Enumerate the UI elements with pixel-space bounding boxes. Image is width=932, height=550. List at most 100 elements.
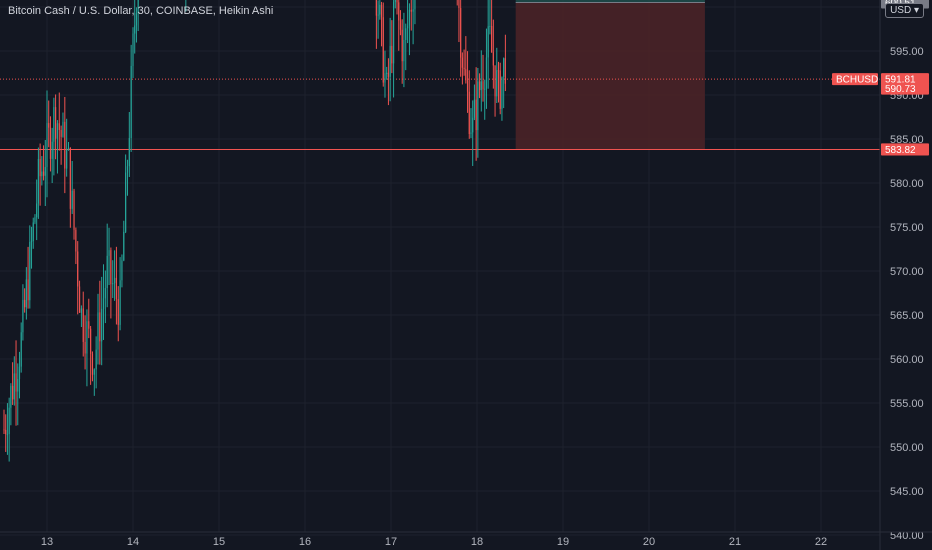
- candle-body: [132, 33, 134, 66]
- candle-body: [389, 45, 391, 77]
- candle-body: [121, 260, 123, 281]
- candle-body: [101, 308, 103, 342]
- candle-body: [104, 288, 106, 299]
- price-axis-tick-label: 565.00: [890, 310, 924, 322]
- candle-body: [125, 172, 127, 232]
- candle-body: [497, 70, 500, 72]
- candle-body: [410, 9, 412, 12]
- candle-body: [123, 231, 125, 261]
- candle-body: [470, 132, 472, 135]
- candle-body: [126, 166, 129, 173]
- currency-button[interactable]: USD ▾: [885, 3, 924, 18]
- price-tag: 583.82: [885, 145, 916, 156]
- time-axis-tick-label: 22: [815, 536, 827, 548]
- candle-body: [3, 429, 5, 431]
- candle-body: [73, 190, 75, 230]
- candle-body: [485, 57, 488, 89]
- candle-body: [115, 277, 118, 300]
- candle-body: [95, 349, 97, 370]
- candle-body: [25, 279, 27, 308]
- time-axis-tick-label: 17: [385, 536, 397, 548]
- candle-body: [62, 121, 64, 137]
- candle-body: [119, 280, 121, 325]
- candle-body: [93, 369, 95, 375]
- price-axis-tick-label: 595.00: [890, 46, 924, 58]
- price-axis-tick-label: 555.00: [890, 398, 924, 410]
- time-axis-tick-label: 16: [299, 536, 311, 548]
- candle-body: [461, 57, 463, 68]
- candle-body: [392, 1, 395, 64]
- candle-body: [396, 0, 398, 3]
- candle-body: [387, 72, 390, 77]
- candle-body: [41, 171, 43, 177]
- candle-body: [29, 241, 31, 301]
- candle-body: [60, 129, 62, 137]
- candle-body: [58, 123, 60, 130]
- candle-body: [504, 58, 506, 84]
- candle-body: [6, 434, 9, 436]
- price-axis-tick-label: 570.00: [890, 266, 924, 278]
- candle-body: [53, 107, 55, 142]
- candle-body: [34, 217, 36, 223]
- candle-body: [117, 299, 119, 325]
- candle-body: [82, 308, 84, 342]
- candle-body: [480, 81, 482, 91]
- time-axis-tick-label: 14: [127, 536, 139, 548]
- candle-body: [375, 0, 377, 16]
- candle-body: [86, 321, 88, 354]
- chevron-down-icon: ▾: [913, 5, 919, 16]
- candle-body: [501, 76, 503, 109]
- candle-body: [30, 240, 33, 242]
- last-price-tag-bg: [881, 73, 929, 86]
- candle-body: [84, 341, 86, 354]
- candle-body: [42, 171, 45, 176]
- candle-body: [90, 328, 92, 354]
- candle-body: [17, 379, 19, 392]
- candle-body: [484, 88, 486, 90]
- candle-body: [477, 81, 479, 131]
- candle-body: [403, 39, 405, 62]
- candle-body: [503, 58, 505, 77]
- candle-body: [478, 81, 481, 91]
- candle-body: [56, 123, 59, 139]
- candle-body: [39, 158, 41, 177]
- candle-body: [394, 0, 396, 2]
- candle-body: [137, 0, 139, 14]
- candle-body: [113, 277, 116, 284]
- candle-body: [386, 72, 388, 74]
- candle-body: [102, 298, 105, 309]
- candle-body: [13, 373, 15, 400]
- time-axis-tick-label: 21: [729, 536, 741, 548]
- candle-body: [69, 147, 71, 209]
- candle-body: [489, 26, 491, 28]
- candle-body: [110, 250, 112, 285]
- candle-body: [18, 366, 21, 380]
- candle-body: [414, 0, 416, 10]
- profit-zone: [515, 0, 705, 3]
- candle-body: [491, 26, 493, 53]
- price-axis-tick-label: 545.00: [890, 486, 924, 498]
- candle-body: [46, 123, 48, 167]
- candle-body: [71, 190, 73, 209]
- candle-body: [49, 127, 52, 159]
- candle-body: [128, 138, 130, 167]
- price-tag: 590.73: [885, 84, 916, 95]
- candle-body: [391, 45, 393, 64]
- candle-body: [492, 52, 494, 66]
- candle-body: [55, 107, 57, 139]
- candle-body: [88, 321, 90, 329]
- candle-body: [108, 250, 110, 256]
- candle-body: [77, 251, 79, 287]
- candle-body: [135, 13, 138, 26]
- candle-body: [37, 158, 39, 204]
- price-axis-tick-label: 585.00: [890, 134, 924, 146]
- time-axis-tick-label: 15: [213, 536, 225, 548]
- candle-body: [463, 67, 465, 70]
- symbol-tag: BCHUSD: [836, 75, 878, 86]
- price-axis-tick-label: 560.00: [890, 354, 924, 366]
- candle-body: [8, 407, 10, 435]
- candle-body: [97, 312, 99, 350]
- chart-title: Bitcoin Cash / U.S. Dollar, 30, COINBASE…: [8, 5, 274, 17]
